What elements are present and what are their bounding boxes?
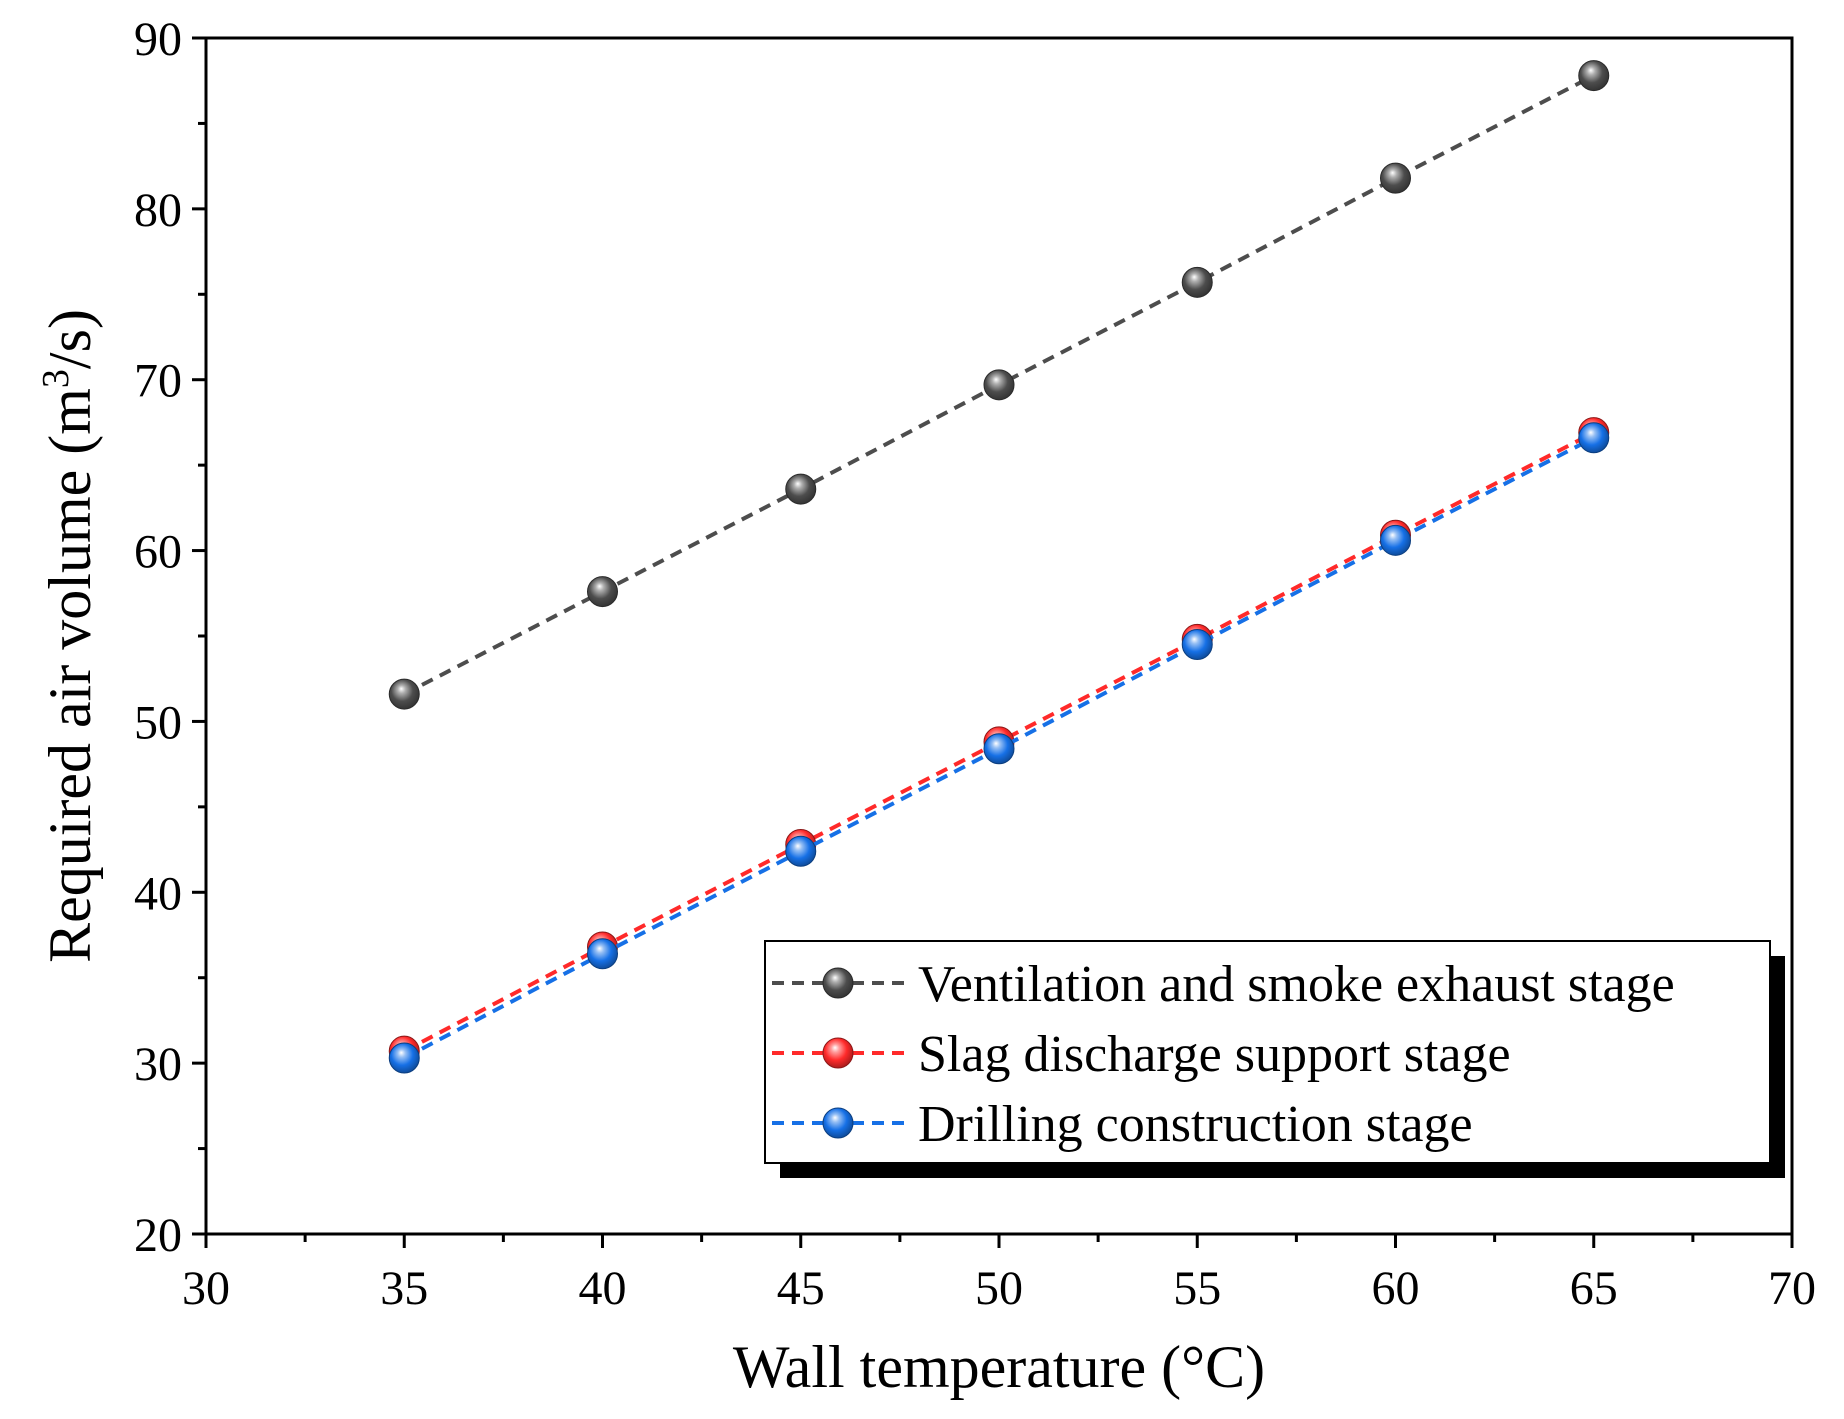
y-tick-label: 70 bbox=[134, 355, 182, 408]
y-axis-title-main: Required air volume (m bbox=[37, 388, 103, 963]
data-point bbox=[1578, 422, 1610, 454]
y-tick-label: 20 bbox=[134, 1209, 182, 1262]
data-point bbox=[785, 835, 817, 867]
data-point bbox=[587, 938, 618, 970]
y-axis-title: Required air volume (m3/s) bbox=[35, 309, 103, 963]
x-tick-label: 30 bbox=[182, 1262, 230, 1315]
legend-label: Drilling construction stage bbox=[918, 1096, 1473, 1153]
data-point bbox=[785, 473, 817, 505]
x-tick-label: 45 bbox=[777, 1262, 825, 1315]
x-tick-label: 70 bbox=[1768, 1262, 1816, 1315]
data-point bbox=[1181, 266, 1213, 298]
data-point bbox=[1380, 162, 1411, 194]
x-axis-title: Wall temperature (°C) bbox=[733, 1334, 1265, 1400]
legend-marker bbox=[822, 1037, 854, 1069]
y-tick-label: 50 bbox=[134, 696, 182, 749]
legend: Ventilation and smoke exhaust stage Slag … bbox=[764, 940, 1785, 1178]
data-point bbox=[388, 678, 420, 710]
y-axis-title-superscript: 3 bbox=[35, 369, 77, 388]
series-1 bbox=[388, 60, 1610, 710]
data-point bbox=[587, 576, 618, 608]
y-tick-label: 30 bbox=[134, 1038, 182, 1091]
legend-marker bbox=[822, 967, 854, 999]
legend-box bbox=[764, 940, 1771, 1164]
x-tick-label: 65 bbox=[1570, 1262, 1618, 1315]
x-tick-label: 60 bbox=[1372, 1262, 1420, 1315]
data-point bbox=[1578, 60, 1610, 92]
y-tick-label: 60 bbox=[134, 526, 182, 579]
legend-marker bbox=[822, 1107, 854, 1139]
x-tick-label: 55 bbox=[1173, 1262, 1221, 1315]
data-point bbox=[983, 369, 1015, 401]
series-3 bbox=[388, 422, 1610, 1074]
data-point bbox=[1181, 629, 1213, 661]
x-tick-label: 35 bbox=[380, 1262, 428, 1315]
x-tick-label: 40 bbox=[579, 1262, 627, 1315]
legend-label: Ventilation and smoke exhaust stage bbox=[918, 956, 1675, 1013]
x-tick-label: 50 bbox=[975, 1262, 1023, 1315]
y-tick-label: 90 bbox=[134, 13, 182, 66]
data-point bbox=[388, 1042, 420, 1074]
legend-label: Slag discharge support stage bbox=[918, 1026, 1511, 1083]
y-tick-label: 80 bbox=[134, 184, 182, 237]
data-point bbox=[983, 733, 1015, 765]
y-tick-label: 40 bbox=[134, 867, 182, 920]
y-axis-title-end: /s) bbox=[37, 309, 103, 369]
data-point bbox=[1380, 524, 1411, 556]
series-layer bbox=[388, 60, 1610, 1074]
